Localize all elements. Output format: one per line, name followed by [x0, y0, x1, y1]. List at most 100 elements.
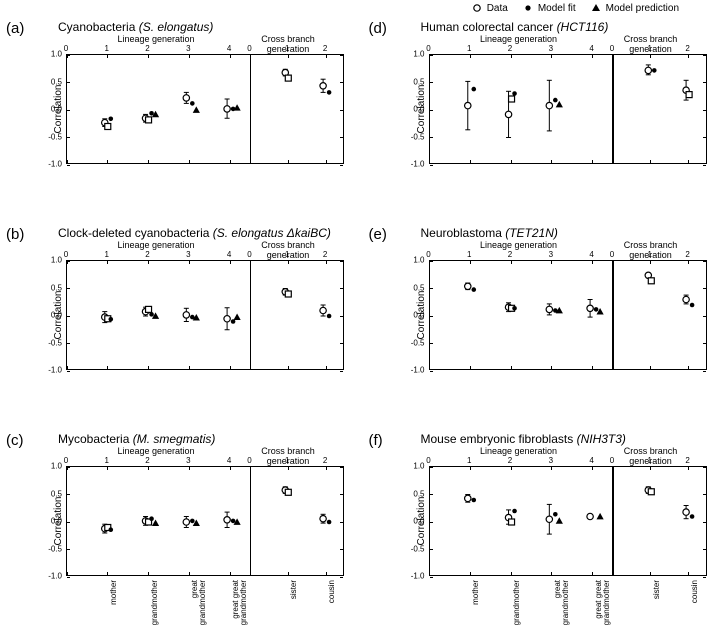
xtick-label: 1: [285, 44, 289, 53]
plot: [66, 54, 344, 164]
ytick-label: 1.0: [40, 462, 62, 471]
ytick-label: -0.5: [40, 338, 62, 347]
ytick-label: 0.0: [40, 517, 62, 526]
xtick-label: 2: [323, 250, 327, 259]
ytick-label: 0.0: [40, 311, 62, 320]
xtick-label: 2: [323, 456, 327, 465]
legend-fit-label: Model fit: [538, 3, 576, 14]
x-category-label: mother: [472, 580, 480, 605]
xtick-label: 2: [145, 250, 149, 259]
ytick-label: 0.5: [40, 77, 62, 86]
x-category-label: grandmother: [151, 580, 159, 625]
x-category-label: great grandmother: [554, 580, 571, 625]
xtick-label: 1: [467, 250, 471, 259]
legend-pred: Model prediction: [590, 2, 679, 14]
panel-e: (e)Neuroblastoma (TET21N)Lineage generat…: [363, 224, 719, 428]
plot-area: 01234012 Correlation-1.0-0.50.00.51.0: [66, 54, 344, 164]
xtick-label: 2: [685, 456, 689, 465]
markers-layer: [67, 55, 345, 165]
x-category-label: great grandmother: [191, 580, 208, 625]
legend-fit: Model fit: [522, 2, 576, 14]
plot: [429, 260, 707, 370]
x-category-label: cousin: [691, 580, 699, 603]
ytick-label: 0.5: [403, 77, 425, 86]
panel-f: (f)Mouse embryonic fibroblasts (NIH3T3)L…: [363, 430, 719, 634]
legend-data-label: Data: [487, 3, 508, 14]
ytick-label: 0.0: [403, 105, 425, 114]
ytick-label: -1.0: [403, 366, 425, 375]
xtick-label: 0: [64, 250, 68, 259]
ytick-label: 0.0: [403, 311, 425, 320]
panel-title: Neuroblastoma (TET21N): [421, 226, 710, 240]
plot: [66, 466, 344, 576]
xtick-label: 1: [105, 44, 109, 53]
xtick-label: 0: [247, 44, 251, 53]
panel-label: (c): [6, 432, 24, 449]
markers-layer: [430, 55, 708, 165]
ytick-label: 1.0: [403, 462, 425, 471]
markers-layer: [67, 261, 345, 371]
panel-a: (a)Cyanobacteria (S. elongatus)Lineage g…: [0, 18, 357, 222]
ytick-label: -0.5: [403, 132, 425, 141]
panel-grid: (a)Cyanobacteria (S. elongatus)Lineage g…: [0, 18, 719, 634]
plot: [429, 466, 707, 576]
x-category-label: great great grandmother: [595, 580, 612, 625]
panel-b: (b) Clock-deleted cyanobacteria (S. elong…: [0, 224, 357, 428]
panel-d: (d)Human colorectal cancer (HCT116)Linea…: [363, 18, 719, 222]
xtick-label: 1: [648, 456, 652, 465]
x-category-labels: mother grandmother great grandmother great …: [66, 580, 344, 638]
x-category-label: grandmother: [513, 580, 521, 625]
x-category-label: sister: [290, 580, 298, 599]
x-category-label: sister: [653, 580, 661, 599]
ytick-label: 0.0: [403, 517, 425, 526]
plot-area: 01234012 Correlation-1.0-0.50.00.51.0: [66, 260, 344, 370]
panel-label: (f): [369, 432, 383, 449]
xtick-label: 4: [227, 250, 231, 259]
xtick-label: 0: [426, 456, 430, 465]
panel-c: (c)Mycobacteria (M. smegmatis)Lineage ge…: [0, 430, 357, 634]
x-category-labels: mother grandmother great grandmother great …: [429, 580, 707, 638]
xtick-label: 1: [285, 250, 289, 259]
panel-title: Cyanobacteria (S. elongatus): [58, 20, 347, 34]
xtick-label: 2: [685, 250, 689, 259]
xtick-label: 3: [549, 250, 553, 259]
xtick-label: 2: [685, 44, 689, 53]
xtick-label: 1: [648, 250, 652, 259]
legend-pred-label: Model prediction: [606, 3, 679, 14]
xtick-label: 0: [610, 250, 614, 259]
xtick-label: 3: [186, 456, 190, 465]
ytick-label: -1.0: [40, 160, 62, 169]
xtick-label: 4: [589, 250, 593, 259]
xtick-label: 3: [549, 44, 553, 53]
ytick-label: 1.0: [40, 256, 62, 265]
panel-title: Clock-deleted cyanobacteria (S. elongatu…: [58, 226, 347, 240]
xtick-label: 1: [467, 456, 471, 465]
xtick-label: 1: [105, 456, 109, 465]
panel-title: Mouse embryonic fibroblasts (NIH3T3): [421, 432, 710, 446]
ytick-label: 1.0: [403, 256, 425, 265]
plot-area: 01234012 Correlation-1.0-0.50.00.51.0mot…: [429, 466, 707, 576]
xtick-label: 1: [285, 456, 289, 465]
xtick-label: 0: [64, 44, 68, 53]
ytick-label: -0.5: [40, 132, 62, 141]
ytick-label: 0.5: [40, 489, 62, 498]
xtick-label: 3: [186, 250, 190, 259]
plot-area: 01234012 Correlation-1.0-0.50.00.51.0mot…: [66, 466, 344, 576]
plot: [429, 54, 707, 164]
xtick-label: 1: [648, 44, 652, 53]
x-category-label: mother: [110, 580, 118, 605]
ytick-label: 0.5: [40, 283, 62, 292]
xtick-label: 0: [610, 456, 614, 465]
xtick-label: 1: [467, 44, 471, 53]
xtick-label: 0: [64, 456, 68, 465]
xtick-label: 0: [247, 456, 251, 465]
panel-label: (b): [6, 226, 24, 243]
xtick-label: 3: [186, 44, 190, 53]
markers-layer: [430, 261, 708, 371]
x-category-label: great great grandmother: [232, 580, 249, 625]
ytick-label: -1.0: [40, 366, 62, 375]
ytick-label: 1.0: [40, 50, 62, 59]
ytick-label: -0.5: [403, 338, 425, 347]
xtick-label: 2: [323, 44, 327, 53]
xtick-label: 0: [426, 44, 430, 53]
